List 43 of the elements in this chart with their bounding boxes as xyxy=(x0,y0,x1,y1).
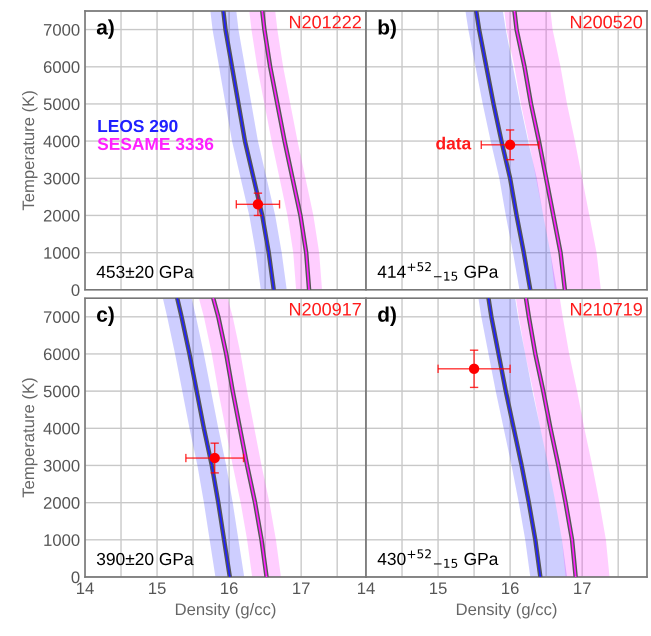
annotation: d) xyxy=(378,306,396,326)
text: LEOS 290 xyxy=(98,120,178,132)
x-tick-label: 16 xyxy=(221,582,238,594)
annotation: N201222 xyxy=(290,16,361,28)
y-tick-label: 0 xyxy=(72,284,80,296)
annotation: N210719 xyxy=(570,302,642,316)
y-tick-label: 3000 xyxy=(44,172,80,184)
annotation: 414$^{+52}$$_{−15}$ GPa xyxy=(378,262,498,281)
annotation: N200520 xyxy=(570,16,642,28)
y-tick-label: 7000 xyxy=(44,311,80,323)
y-tick-label: 2000 xyxy=(44,497,80,509)
annotation: 390±20 GPa xyxy=(96,552,194,566)
annotation: data xyxy=(436,136,472,150)
x-tick-label: 17 xyxy=(293,582,310,594)
text: SESAME 3336 xyxy=(98,138,214,150)
y-tick-label: 5000 xyxy=(44,386,80,398)
y-tick-label: 6000 xyxy=(44,348,80,360)
y-tick-label: 6000 xyxy=(44,61,80,73)
x-tick-label: 15 xyxy=(149,582,166,594)
y-tick-label: 1000 xyxy=(44,534,80,546)
x-tick-label: 16 xyxy=(502,582,519,594)
y-tick-label: 5000 xyxy=(44,98,80,110)
annotation: 430$^{+52}$$_{−15}$ GPa xyxy=(378,549,498,568)
x-tick-label: 15 xyxy=(430,582,447,594)
annotation: c) xyxy=(97,306,114,326)
y-tick-label: 0 xyxy=(72,571,80,584)
y-tick-label: 3000 xyxy=(44,460,80,472)
y-tick-label: 4000 xyxy=(43,136,80,148)
y-axis-title: Temperature (K) xyxy=(22,91,38,210)
x-axis-title: Density (g/cc) xyxy=(456,602,556,618)
annotation: b) xyxy=(378,19,396,39)
y-axis-title: Temperature (K) xyxy=(22,378,38,498)
x-axis-title: Density (g/cc) xyxy=(176,602,276,618)
x-tick-label: 14 xyxy=(77,582,94,594)
annotation: a) xyxy=(96,19,114,39)
y-tick-label: 7000 xyxy=(44,24,80,36)
y-tick-label: 4000 xyxy=(43,422,80,434)
annotation: 453±20 GPa xyxy=(96,266,194,278)
y-tick-label: 2000 xyxy=(44,210,80,222)
y-tick-label: 1000 xyxy=(44,247,80,259)
annotation: N200917 xyxy=(290,302,361,316)
x-tick-label: 17 xyxy=(574,582,591,594)
x-tick-label: 14 xyxy=(358,582,375,594)
